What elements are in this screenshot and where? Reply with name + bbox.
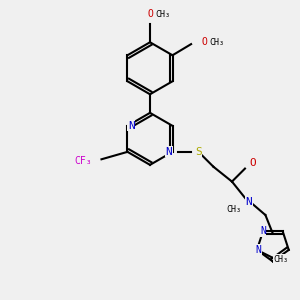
Text: CH₃: CH₃ (155, 10, 170, 19)
Text: O: O (201, 37, 207, 47)
Text: N: N (256, 245, 262, 255)
Text: CH₃: CH₃ (210, 38, 225, 47)
Text: S: S (195, 147, 202, 157)
Text: N: N (260, 226, 266, 236)
Text: CH₃: CH₃ (226, 205, 241, 214)
Text: N: N (245, 197, 252, 207)
Text: CH₃: CH₃ (274, 255, 289, 264)
Text: N: N (165, 147, 172, 157)
Text: O: O (249, 158, 256, 168)
Text: N: N (128, 121, 135, 131)
Text: O: O (147, 9, 153, 20)
Text: CF₃: CF₃ (74, 156, 92, 166)
